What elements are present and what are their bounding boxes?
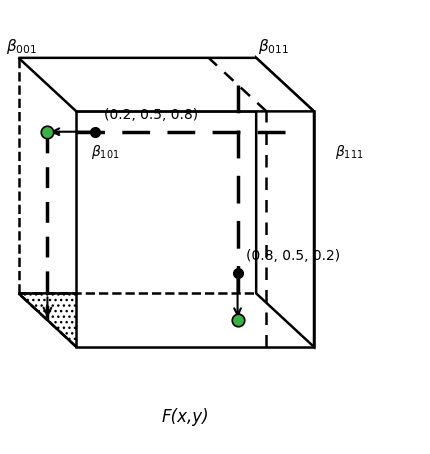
Text: $\beta_{111}$: $\beta_{111}$ bbox=[335, 143, 363, 162]
Polygon shape bbox=[76, 111, 313, 347]
Text: $\beta_{001}$: $\beta_{001}$ bbox=[6, 37, 37, 56]
Text: (0.2, 0.5, 0.8): (0.2, 0.5, 0.8) bbox=[103, 108, 197, 122]
Polygon shape bbox=[255, 58, 313, 347]
Polygon shape bbox=[18, 293, 313, 347]
Text: $\beta_{101}$: $\beta_{101}$ bbox=[91, 143, 120, 162]
Text: (0.8, 0.5, 0.2): (0.8, 0.5, 0.2) bbox=[246, 249, 339, 263]
Text: F(x,y): F(x,y) bbox=[161, 408, 209, 426]
Polygon shape bbox=[18, 58, 313, 111]
Text: $\beta_{011}$: $\beta_{011}$ bbox=[258, 37, 289, 56]
